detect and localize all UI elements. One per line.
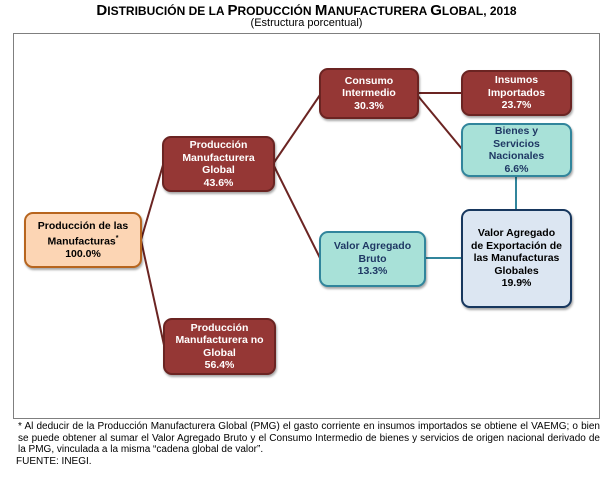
- page-subtitle: (Estructura porcentual): [250, 17, 363, 29]
- diagram-frame: [13, 33, 600, 419]
- page-title: DISTRIBUCIÓN DE LA PRODUCCIÓN MANUFACTUR…: [96, 2, 517, 19]
- connector-ci-bsn: [417, 95, 463, 150]
- footnote-source: FUENTE: INEGI.: [16, 455, 92, 467]
- connector-root-pmng: [140, 239, 165, 346]
- node-valor-agregado-exportacion: Valor Agregado de Exportación de las Man…: [461, 209, 572, 308]
- node-produccion-manufacturera-no-global: Producción Manufacturera no Global 56.4%: [163, 318, 276, 375]
- node-bienes-servicios-nacionales: Bienes y Servicios Nacionales 6.6%: [461, 123, 572, 177]
- connector-pmg-ci: [272, 94, 321, 165]
- footnote: * Al deducir de la Producción Manufactur…: [16, 421, 600, 467]
- connector-root-pmg: [140, 164, 164, 241]
- node-valor-agregado-bruto: Valor Agregado Bruto 13.3%: [319, 231, 426, 287]
- node-produccion-manufacturera-global: Producción Manufacturera Global 43.6%: [162, 136, 275, 192]
- node-produccion-manufacturas: Producción de las Manufacturas* 100.0%: [24, 212, 142, 268]
- node-insumos-importados: Insumos Importados 23.7%: [461, 70, 572, 116]
- connector-pmg-vab: [272, 163, 321, 259]
- node-consumo-intermedio: Consumo Intermedio 30.3%: [319, 68, 419, 119]
- footnote-text: * Al deducir de la Producción Manufactur…: [18, 421, 600, 455]
